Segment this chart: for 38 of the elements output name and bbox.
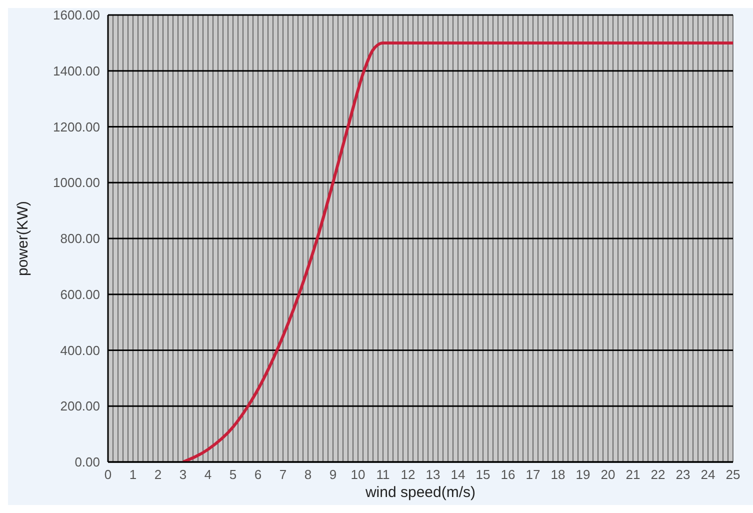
y-tick-label: 1000.00	[53, 175, 100, 190]
x-tick-label: 5	[229, 467, 237, 482]
x-tick-label: 14	[450, 467, 466, 482]
x-tick-label: 22	[650, 467, 666, 482]
y-axis-title: power(KW)	[14, 200, 32, 276]
x-tick-label: 18	[550, 467, 566, 482]
x-tick-label: 13	[426, 467, 440, 482]
y-tick-label: 800.00	[60, 231, 100, 246]
x-tick-label: 19	[576, 467, 590, 482]
x-tick-label: 12	[400, 467, 416, 482]
y-tick-label: 0.00	[74, 454, 100, 470]
x-tick-label: 24	[700, 467, 716, 482]
x-tick-label: 17	[526, 467, 540, 482]
x-tick-label: 23	[676, 467, 690, 482]
x-tick-label: 25	[726, 467, 740, 482]
x-tick-label: 16	[500, 467, 516, 482]
y-tick-label: 400.00	[60, 342, 100, 358]
x-axis-title: wind speed(m/s)	[364, 484, 476, 501]
x-tick-label: 8	[304, 467, 312, 482]
y-tick-label: 200.00	[60, 398, 100, 414]
x-tick-label: 21	[626, 467, 640, 482]
x-tick-label: 0	[104, 467, 112, 482]
x-tick-label: 7	[279, 467, 287, 482]
x-tick-label: 10	[350, 467, 366, 482]
x-tick-label: 1	[129, 467, 137, 482]
x-tick-label: 15	[476, 467, 490, 482]
line-series	[182, 41, 733, 462]
x-tick-label: 9	[329, 467, 337, 482]
x-tick-label: 3	[179, 467, 187, 482]
x-tick-label: 4	[204, 467, 212, 482]
y-tick-label: 600.00	[60, 286, 100, 302]
x-tick-label: 2	[154, 467, 162, 482]
y-tick-label: 1200.00	[53, 119, 100, 134]
y-tick-label: 1400.00	[53, 63, 100, 78]
x-tick-label: 20	[600, 467, 616, 482]
y-tick-label: 1600.00	[53, 8, 100, 23]
x-tick-label: 11	[376, 467, 390, 482]
x-tick-label: 6	[254, 467, 262, 482]
